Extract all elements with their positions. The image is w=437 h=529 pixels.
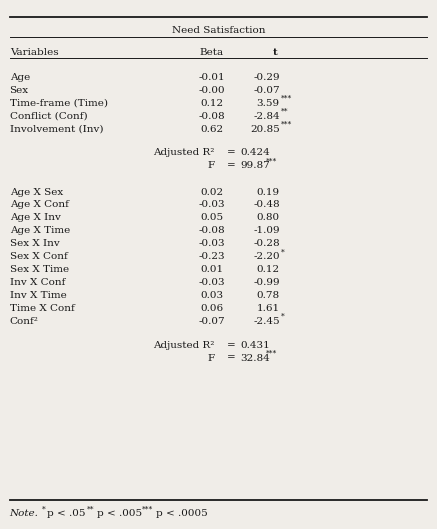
Text: -0.07: -0.07 (253, 86, 280, 95)
Text: -0.03: -0.03 (199, 278, 225, 287)
Text: =: = (227, 354, 236, 363)
Text: 0.03: 0.03 (201, 291, 223, 300)
Text: 0.62: 0.62 (201, 125, 223, 134)
Text: Age X Sex: Age X Sex (10, 188, 63, 197)
Text: Sex X Conf: Sex X Conf (10, 252, 67, 261)
Text: Adjusted R²: Adjusted R² (153, 341, 214, 350)
Text: **: ** (87, 505, 95, 513)
Text: Conf²: Conf² (10, 317, 38, 326)
Text: 20.85: 20.85 (250, 125, 280, 134)
Text: =: = (227, 148, 236, 158)
Text: -0.48: -0.48 (253, 200, 280, 209)
Text: 0.12: 0.12 (257, 266, 280, 275)
Text: 0.424: 0.424 (240, 148, 270, 158)
Text: F: F (207, 354, 214, 363)
Text: ***: *** (266, 157, 277, 165)
Text: 99.87: 99.87 (240, 161, 270, 170)
Text: Sex X Inv: Sex X Inv (10, 239, 59, 249)
Text: ***: *** (281, 95, 292, 103)
Text: 1.61: 1.61 (257, 304, 280, 313)
Text: 0.80: 0.80 (257, 214, 280, 223)
Text: 0.19: 0.19 (257, 188, 280, 197)
Text: Sex: Sex (10, 86, 29, 95)
Text: -0.08: -0.08 (199, 226, 225, 235)
Text: Variables: Variables (10, 48, 58, 57)
Text: Age: Age (10, 73, 30, 82)
Text: -0.07: -0.07 (199, 317, 225, 326)
Text: 0.431: 0.431 (240, 341, 270, 350)
Text: Age X Conf: Age X Conf (10, 200, 69, 209)
Text: -0.99: -0.99 (253, 278, 280, 287)
Text: -1.09: -1.09 (253, 226, 280, 235)
Text: Time-frame (Time): Time-frame (Time) (10, 99, 108, 108)
Text: t: t (273, 48, 277, 57)
Text: Beta: Beta (200, 48, 224, 57)
Text: Need Satisfaction: Need Satisfaction (172, 26, 265, 35)
Text: **: ** (281, 108, 288, 116)
Text: *: * (42, 505, 45, 513)
Text: -2.84: -2.84 (253, 112, 280, 121)
Text: 3.59: 3.59 (257, 99, 280, 108)
Text: ***: *** (142, 505, 153, 513)
Text: -0.03: -0.03 (199, 200, 225, 209)
Text: =: = (227, 341, 236, 350)
Text: p < .005: p < .005 (97, 509, 142, 518)
Text: Inv X Conf: Inv X Conf (10, 278, 65, 287)
Text: *: * (281, 313, 285, 321)
Text: Note.: Note. (10, 509, 38, 518)
Text: Conflict (Conf): Conflict (Conf) (10, 112, 87, 121)
Text: Age X Time: Age X Time (10, 226, 70, 235)
Text: Time X Conf: Time X Conf (10, 304, 74, 313)
Text: -0.23: -0.23 (199, 252, 225, 261)
Text: p < .0005: p < .0005 (156, 509, 208, 518)
Text: ***: *** (281, 121, 292, 129)
Text: Adjusted R²: Adjusted R² (153, 148, 214, 158)
Text: -0.01: -0.01 (199, 73, 225, 82)
Text: -0.00: -0.00 (199, 86, 225, 95)
Text: =: = (227, 161, 236, 170)
Text: 0.05: 0.05 (201, 214, 223, 223)
Text: Age X Inv: Age X Inv (10, 214, 60, 223)
Text: -2.45: -2.45 (253, 317, 280, 326)
Text: Involvement (Inv): Involvement (Inv) (10, 125, 103, 134)
Text: -0.29: -0.29 (253, 73, 280, 82)
Text: -0.28: -0.28 (253, 239, 280, 249)
Text: -0.08: -0.08 (199, 112, 225, 121)
Text: -2.20: -2.20 (253, 252, 280, 261)
Text: 0.02: 0.02 (201, 188, 223, 197)
Text: 0.78: 0.78 (257, 291, 280, 300)
Text: F: F (207, 161, 214, 170)
Text: 0.12: 0.12 (201, 99, 223, 108)
Text: *: * (281, 248, 285, 256)
Text: Inv X Time: Inv X Time (10, 291, 66, 300)
Text: Sex X Time: Sex X Time (10, 266, 69, 275)
Text: 0.01: 0.01 (201, 266, 223, 275)
Text: p < .05: p < .05 (47, 509, 86, 518)
Text: -0.03: -0.03 (199, 239, 225, 249)
Text: 0.06: 0.06 (201, 304, 223, 313)
Text: ***: *** (266, 350, 277, 358)
Text: 32.84: 32.84 (240, 354, 270, 363)
